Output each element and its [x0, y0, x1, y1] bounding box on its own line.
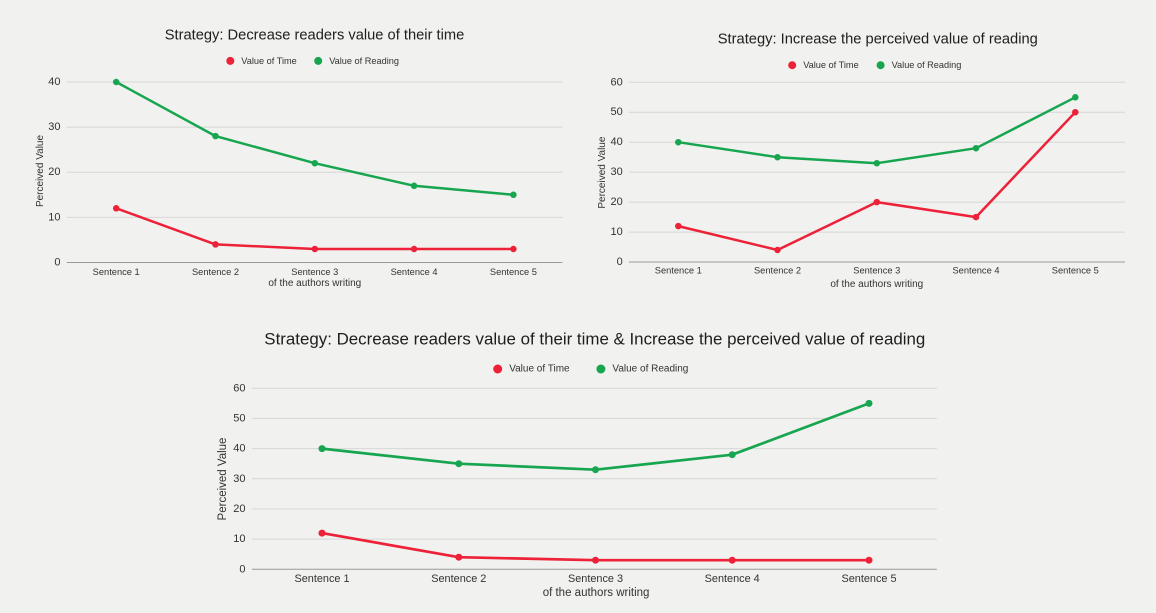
- svg-text:30: 30: [611, 166, 623, 178]
- svg-text:Sentence 5: Sentence 5: [490, 267, 537, 277]
- svg-text:20: 20: [48, 166, 60, 178]
- svg-text:Perceived Value: Perceived Value: [597, 136, 608, 209]
- svg-text:Sentence 1: Sentence 1: [93, 267, 140, 277]
- svg-text:Value of Reading: Value of Reading: [612, 364, 688, 375]
- svg-text:Sentence 4: Sentence 4: [705, 573, 760, 585]
- svg-text:Sentence 3: Sentence 3: [568, 573, 623, 585]
- svg-text:of the authors writing: of the authors writing: [543, 587, 650, 599]
- svg-text:20: 20: [611, 196, 623, 208]
- svg-text:30: 30: [48, 121, 60, 133]
- svg-text:of the authors writing: of the authors writing: [268, 278, 361, 289]
- svg-text:Perceived Value: Perceived Value: [35, 135, 46, 208]
- svg-text:Sentence 1: Sentence 1: [655, 266, 702, 276]
- svg-text:Value of Time: Value of Time: [509, 364, 570, 375]
- svg-text:0: 0: [617, 256, 623, 268]
- svg-text:10: 10: [233, 533, 245, 545]
- svg-text:30: 30: [233, 473, 245, 485]
- svg-text:Sentence 3: Sentence 3: [853, 266, 900, 276]
- svg-text:Value of Reading: Value of Reading: [892, 60, 962, 70]
- svg-text:60: 60: [233, 382, 245, 394]
- svg-text:Value of Reading: Value of Reading: [329, 56, 399, 66]
- svg-text:Value of Time: Value of Time: [803, 60, 859, 70]
- svg-text:Strategy: Decrease readers val: Strategy: Decrease readers value of thei…: [165, 27, 465, 43]
- svg-text:10: 10: [48, 211, 60, 223]
- svg-text:40: 40: [48, 76, 60, 88]
- svg-text:50: 50: [611, 106, 623, 118]
- svg-text:60: 60: [611, 76, 623, 88]
- svg-text:0: 0: [239, 563, 245, 575]
- svg-text:Sentence 2: Sentence 2: [192, 267, 239, 277]
- svg-text:Strategy: Increase the perceiv: Strategy: Increase the perceived value o…: [718, 32, 1038, 48]
- svg-text:Sentence 2: Sentence 2: [431, 573, 486, 585]
- svg-text:Sentence 5: Sentence 5: [1052, 266, 1099, 276]
- svg-text:0: 0: [54, 257, 60, 269]
- svg-text:Sentence 1: Sentence 1: [294, 573, 349, 585]
- svg-text:Value of Time: Value of Time: [241, 56, 296, 66]
- svg-text:50: 50: [233, 412, 245, 424]
- svg-text:Sentence 4: Sentence 4: [952, 266, 999, 276]
- svg-text:Sentence 2: Sentence 2: [754, 266, 801, 276]
- svg-text:Sentence 4: Sentence 4: [391, 267, 438, 277]
- svg-text:Sentence 5: Sentence 5: [841, 573, 896, 585]
- svg-text:40: 40: [611, 136, 623, 148]
- svg-text:of the authors writing: of the authors writing: [830, 279, 923, 290]
- svg-text:40: 40: [233, 443, 245, 455]
- svg-text:20: 20: [233, 503, 245, 515]
- svg-text:Perceived Value: Perceived Value: [217, 438, 229, 521]
- svg-text:Sentence 3: Sentence 3: [291, 267, 338, 277]
- svg-text:10: 10: [611, 226, 623, 238]
- svg-text:Strategy: Decrease readers val: Strategy: Decrease readers value of thei…: [264, 329, 925, 348]
